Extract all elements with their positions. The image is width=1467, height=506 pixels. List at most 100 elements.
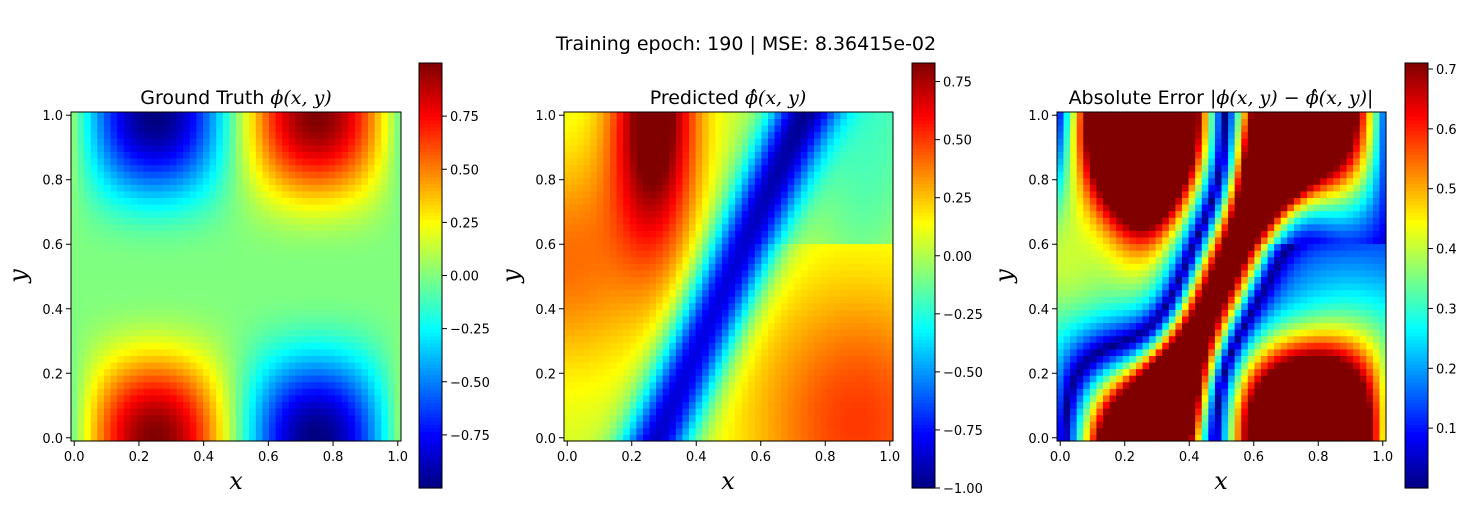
ground-truth-heatmap-cell (302, 401, 310, 409)
predicted-heatmap-cell (807, 408, 815, 416)
ground-truth-heatmap-cell (136, 302, 145, 310)
ground-truth-heatmap-cell (335, 276, 343, 284)
ground-truth-heatmap-cell (196, 283, 204, 291)
predicted-heatmap-cell (669, 401, 677, 409)
predicted-heatmap-cell (583, 184, 591, 192)
predicted-heatmap-cell (563, 302, 572, 310)
predicted-heatmap-cell (590, 362, 598, 370)
predicted-heatmap-cell (833, 223, 841, 231)
ground-truth-heatmap-cell (196, 197, 204, 205)
predicted-heatmap-cell (781, 223, 789, 231)
ground-truth-heatmap-cell (183, 408, 191, 416)
predicted-heatmap-cell (774, 204, 782, 212)
ground-truth-heatmap-cell (368, 263, 376, 271)
ground-truth-heatmap-cell (196, 394, 204, 403)
predicted-heatmap-cell (623, 158, 631, 166)
predicted-heatmap-cell (603, 151, 611, 159)
predicted-heatmap-cell (768, 256, 776, 264)
ground-truth-heatmap-cell (156, 138, 164, 146)
predicted-heatmap-cell (570, 408, 578, 416)
predicted-heatmap-cell (768, 434, 776, 442)
predicted-heatmap-cell (715, 125, 723, 133)
ground-truth-heatmap-cell (335, 421, 343, 429)
predicted-heatmap-cell (675, 111, 683, 120)
ground-truth-heatmap-cell (189, 375, 197, 383)
ground-truth-heatmap-cell (123, 348, 131, 356)
predicted-heatmap-cell (748, 190, 756, 199)
ground-truth-heatmap-cell (348, 210, 356, 218)
ground-truth-heatmap-cell (90, 276, 98, 284)
predicted-heatmap-cell (649, 289, 657, 297)
predicted-heatmap-cell (768, 177, 776, 185)
ground-truth-heatmap-cell (236, 223, 244, 231)
predicted-heatmap-cell (675, 158, 683, 166)
ground-truth-heatmap-cell (156, 335, 164, 343)
predicted-heatmap-cell (721, 368, 729, 376)
predicted-heatmap-cell (800, 401, 808, 409)
ground-truth-heatmap-cell (321, 190, 329, 199)
ground-truth-heatmap-cell (341, 269, 349, 277)
predicted-heatmap-cell (721, 144, 729, 152)
predicted-heatmap-cell (596, 434, 604, 442)
ground-truth-heatmap-cell (341, 250, 349, 258)
ground-truth-heatmap-cell (150, 158, 158, 166)
predicted-heatmap-cell (748, 210, 756, 218)
ground-truth-heatmap-cell (209, 269, 217, 277)
ground-truth-heatmap-cell (262, 355, 270, 363)
predicted-heatmap-cell (702, 204, 710, 212)
ground-truth-heatmap-cell (202, 164, 211, 172)
predicted-heatmap-cell (800, 177, 808, 185)
ground-truth-heatmap-cell (387, 302, 395, 310)
ground-truth-heatmap-cell (176, 434, 184, 442)
ground-truth-heatmap-cell (143, 309, 151, 317)
ground-truth-heatmap-cell (90, 427, 98, 435)
ground-truth-heatmap-cell (123, 283, 131, 291)
predicted-heatmap-cell (596, 237, 604, 245)
predicted-heatmap-cell (689, 322, 697, 330)
predicted-heatmap-cell (728, 427, 736, 435)
predicted-heatmap-cell (603, 316, 611, 324)
predicted-heatmap-cell (675, 151, 683, 159)
predicted-heatmap-cell (570, 210, 578, 218)
ground-truth-heatmap-cell (189, 342, 197, 350)
ground-truth-heatmap-cell (262, 217, 270, 225)
predicted-heatmap-cell (636, 335, 644, 343)
ground-truth-heatmap-cell (249, 414, 257, 422)
predicted-heatmap-cell (649, 256, 657, 264)
ground-truth-heatmap-cell (163, 401, 171, 409)
predicted-heatmap-cell (741, 296, 749, 304)
ground-truth-heatmap-cell (288, 375, 296, 383)
ground-truth-heatmap-cell (163, 138, 171, 146)
ground-truth-heatmap-cell (354, 276, 362, 284)
predicted-heatmap-cell (866, 316, 874, 324)
predicted-heatmap-cell (735, 421, 743, 429)
predicted-heatmap-cell (846, 296, 855, 304)
ground-truth-heatmap-cell (374, 302, 382, 310)
predicted-heatmap-cell (721, 204, 729, 212)
predicted-heatmap-cell (827, 388, 835, 396)
ground-truth-heatmap-cell (183, 164, 191, 172)
ground-truth-heatmap-cell (189, 368, 197, 376)
ground-truth-heatmap-cell (361, 125, 369, 133)
ground-truth-colorbar-segment (419, 169, 442, 174)
ground-truth-heatmap-cell (202, 171, 211, 179)
predicted-heatmap-cell (583, 289, 591, 297)
predicted-heatmap-cell (846, 171, 855, 179)
predicted-heatmap-cell (748, 394, 756, 403)
predicted-heatmap-cell (721, 269, 729, 277)
ground-truth-heatmap-cell (275, 164, 283, 172)
predicted-heatmap-cell (715, 289, 723, 297)
predicted-heatmap-cell (735, 394, 743, 403)
predicted-heatmap-cell (570, 316, 578, 324)
ground-truth-heatmap-cell (321, 256, 329, 264)
predicted-heatmap-cell (761, 250, 769, 258)
ground-truth-heatmap-cell (308, 118, 316, 126)
predicted-heatmap-cell (695, 302, 703, 310)
ground-truth-heatmap-cell (249, 237, 257, 245)
predicted-heatmap-cell (623, 375, 631, 383)
ground-truth-heatmap-cell (242, 111, 250, 120)
ground-truth-heatmap-cell (136, 164, 145, 172)
ground-truth-heatmap-cell (169, 414, 178, 422)
predicted-heatmap-cell (846, 309, 855, 317)
ground-truth-heatmap-cell (150, 125, 158, 133)
